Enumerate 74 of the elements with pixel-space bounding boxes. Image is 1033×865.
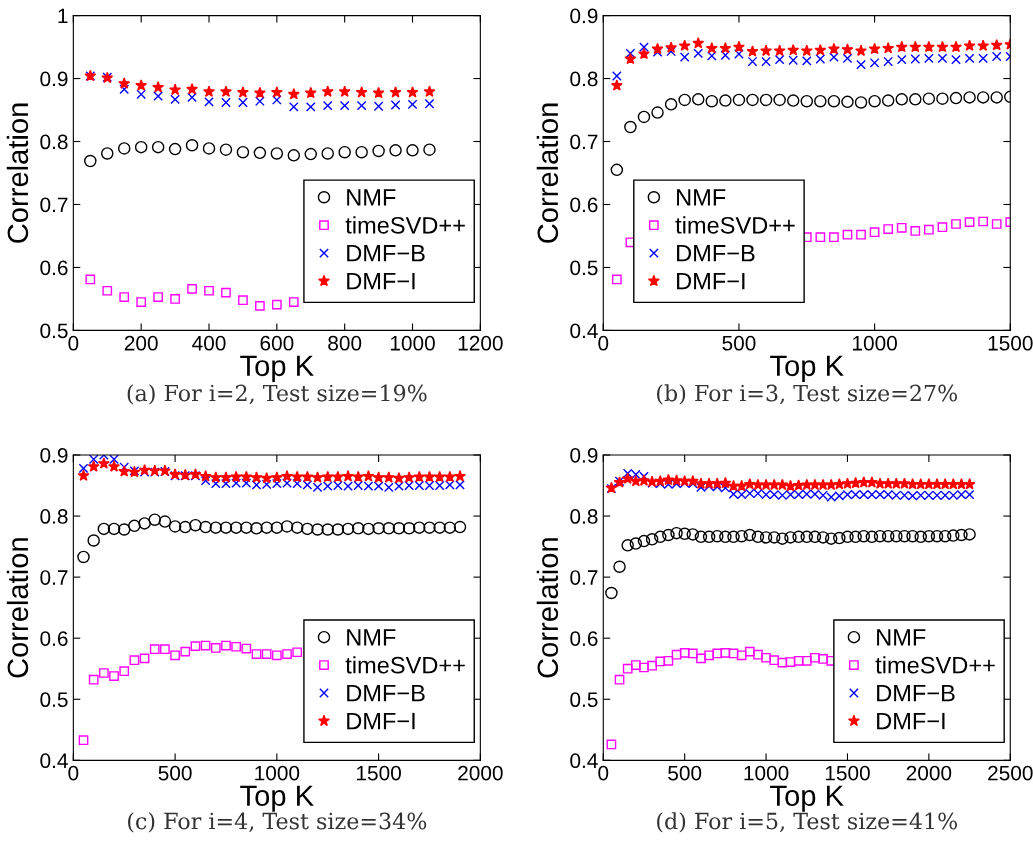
y-tick-label: 0.6 — [570, 197, 598, 213]
legend-label: DMF−I — [877, 712, 945, 730]
x-tick-label: 200 — [124, 335, 158, 351]
y-tick-label: 0.7 — [40, 570, 68, 585]
x-tick-label: 0 — [598, 335, 609, 351]
legend-label: NMF — [677, 189, 726, 206]
y-tick-label: 0.4 — [40, 753, 68, 769]
legend-label: NMF — [347, 189, 396, 206]
y-tick-label: 0.6 — [570, 631, 598, 646]
legend-label: DMF−I — [347, 712, 415, 730]
text: (d) For i=5, Test size=41% — [657, 812, 957, 833]
x-tick-label: 400 — [192, 335, 226, 351]
x-tick-label: 0 — [68, 335, 79, 351]
x-axis-title: Top K — [240, 355, 314, 382]
x-axis-title: Top K — [770, 785, 844, 812]
x-tick-label: 500 — [668, 765, 702, 781]
legend-label: DMF−B — [877, 685, 955, 702]
y-tick-label: 0.5 — [570, 692, 598, 708]
y-tick-label: 0.7 — [40, 197, 68, 213]
x-tick-label: 500 — [158, 765, 192, 781]
y-tick-label: 0.9 — [570, 8, 598, 24]
x-axis-title: Top K — [770, 355, 844, 382]
y-tick-label: 0.6 — [40, 631, 68, 646]
y-tick-label: 0.8 — [570, 71, 598, 87]
legend-label: NMF — [877, 629, 926, 646]
x-tick-label: 1000 — [853, 335, 897, 351]
y-axis-title: Correlation — [536, 538, 559, 678]
text: (b) For i=3, Test size=27% — [657, 384, 957, 405]
x-tick-label: 2500 — [988, 765, 1033, 781]
y-tick-label: 0.5 — [570, 260, 598, 276]
y-tick-label: 0.9 — [40, 447, 68, 463]
y-tick-label: 0.8 — [40, 509, 68, 524]
y-tick-label: 0.7 — [570, 134, 598, 150]
y-tick-label: 0.9 — [570, 447, 598, 463]
y-tick-label: 0.7 — [570, 570, 598, 585]
x-tick-label: 1000 — [390, 335, 435, 351]
x-tick-label: 600 — [260, 335, 294, 351]
legend-label: DMF−B — [677, 245, 755, 262]
legend-label: timeSVD++ — [345, 656, 465, 674]
x-tick-label: 2000 — [906, 765, 952, 781]
y-tick-label: 0.5 — [40, 323, 68, 339]
y-tick-label: 0.5 — [40, 692, 68, 708]
legend-label: DMF−I — [347, 273, 415, 290]
x-tick-label: 1000 — [255, 765, 300, 781]
x-tick-label: 1200 — [458, 335, 503, 351]
text: (c) For i=4, Test size=34% — [128, 812, 427, 833]
x-tick-label: 1500 — [357, 765, 401, 781]
legend-label: timeSVD++ — [675, 216, 795, 234]
x-tick-label: 0 — [598, 765, 609, 781]
y-tick-label: 0.9 — [40, 71, 68, 87]
x-tick-label: 1000 — [744, 765, 789, 781]
legend-label: NMF — [347, 629, 396, 646]
y-tick-label: 0.6 — [40, 260, 68, 276]
x-axis-title: Top K — [240, 785, 314, 812]
y-tick-label: 0.8 — [570, 509, 598, 524]
x-tick-label: 800 — [328, 335, 362, 351]
x-tick-label: 1500 — [825, 765, 870, 781]
x-tick-label: 2000 — [458, 765, 503, 781]
text: (a) For i=2, Test size=19% — [127, 384, 427, 405]
legend-label: DMF−B — [347, 685, 425, 702]
x-tick-label: 0 — [68, 765, 79, 781]
x-tick-label: 500 — [722, 335, 756, 351]
y-tick-label: 0.4 — [570, 753, 598, 769]
y-tick-label: 0.8 — [40, 134, 68, 150]
legend-label: DMF−B — [347, 245, 425, 262]
x-tick-label: 1500 — [988, 335, 1033, 351]
y-tick-label: 0.4 — [570, 323, 598, 339]
legend-label: timeSVD++ — [345, 216, 465, 234]
legend-label: DMF−I — [677, 273, 745, 290]
y-axis-title: Correlation — [6, 538, 29, 678]
y-tick-label: 1 — [58, 8, 68, 24]
legend-label: timeSVD++ — [875, 656, 995, 674]
y-axis-title: Correlation — [6, 103, 29, 243]
y-axis-title: Correlation — [536, 103, 559, 243]
